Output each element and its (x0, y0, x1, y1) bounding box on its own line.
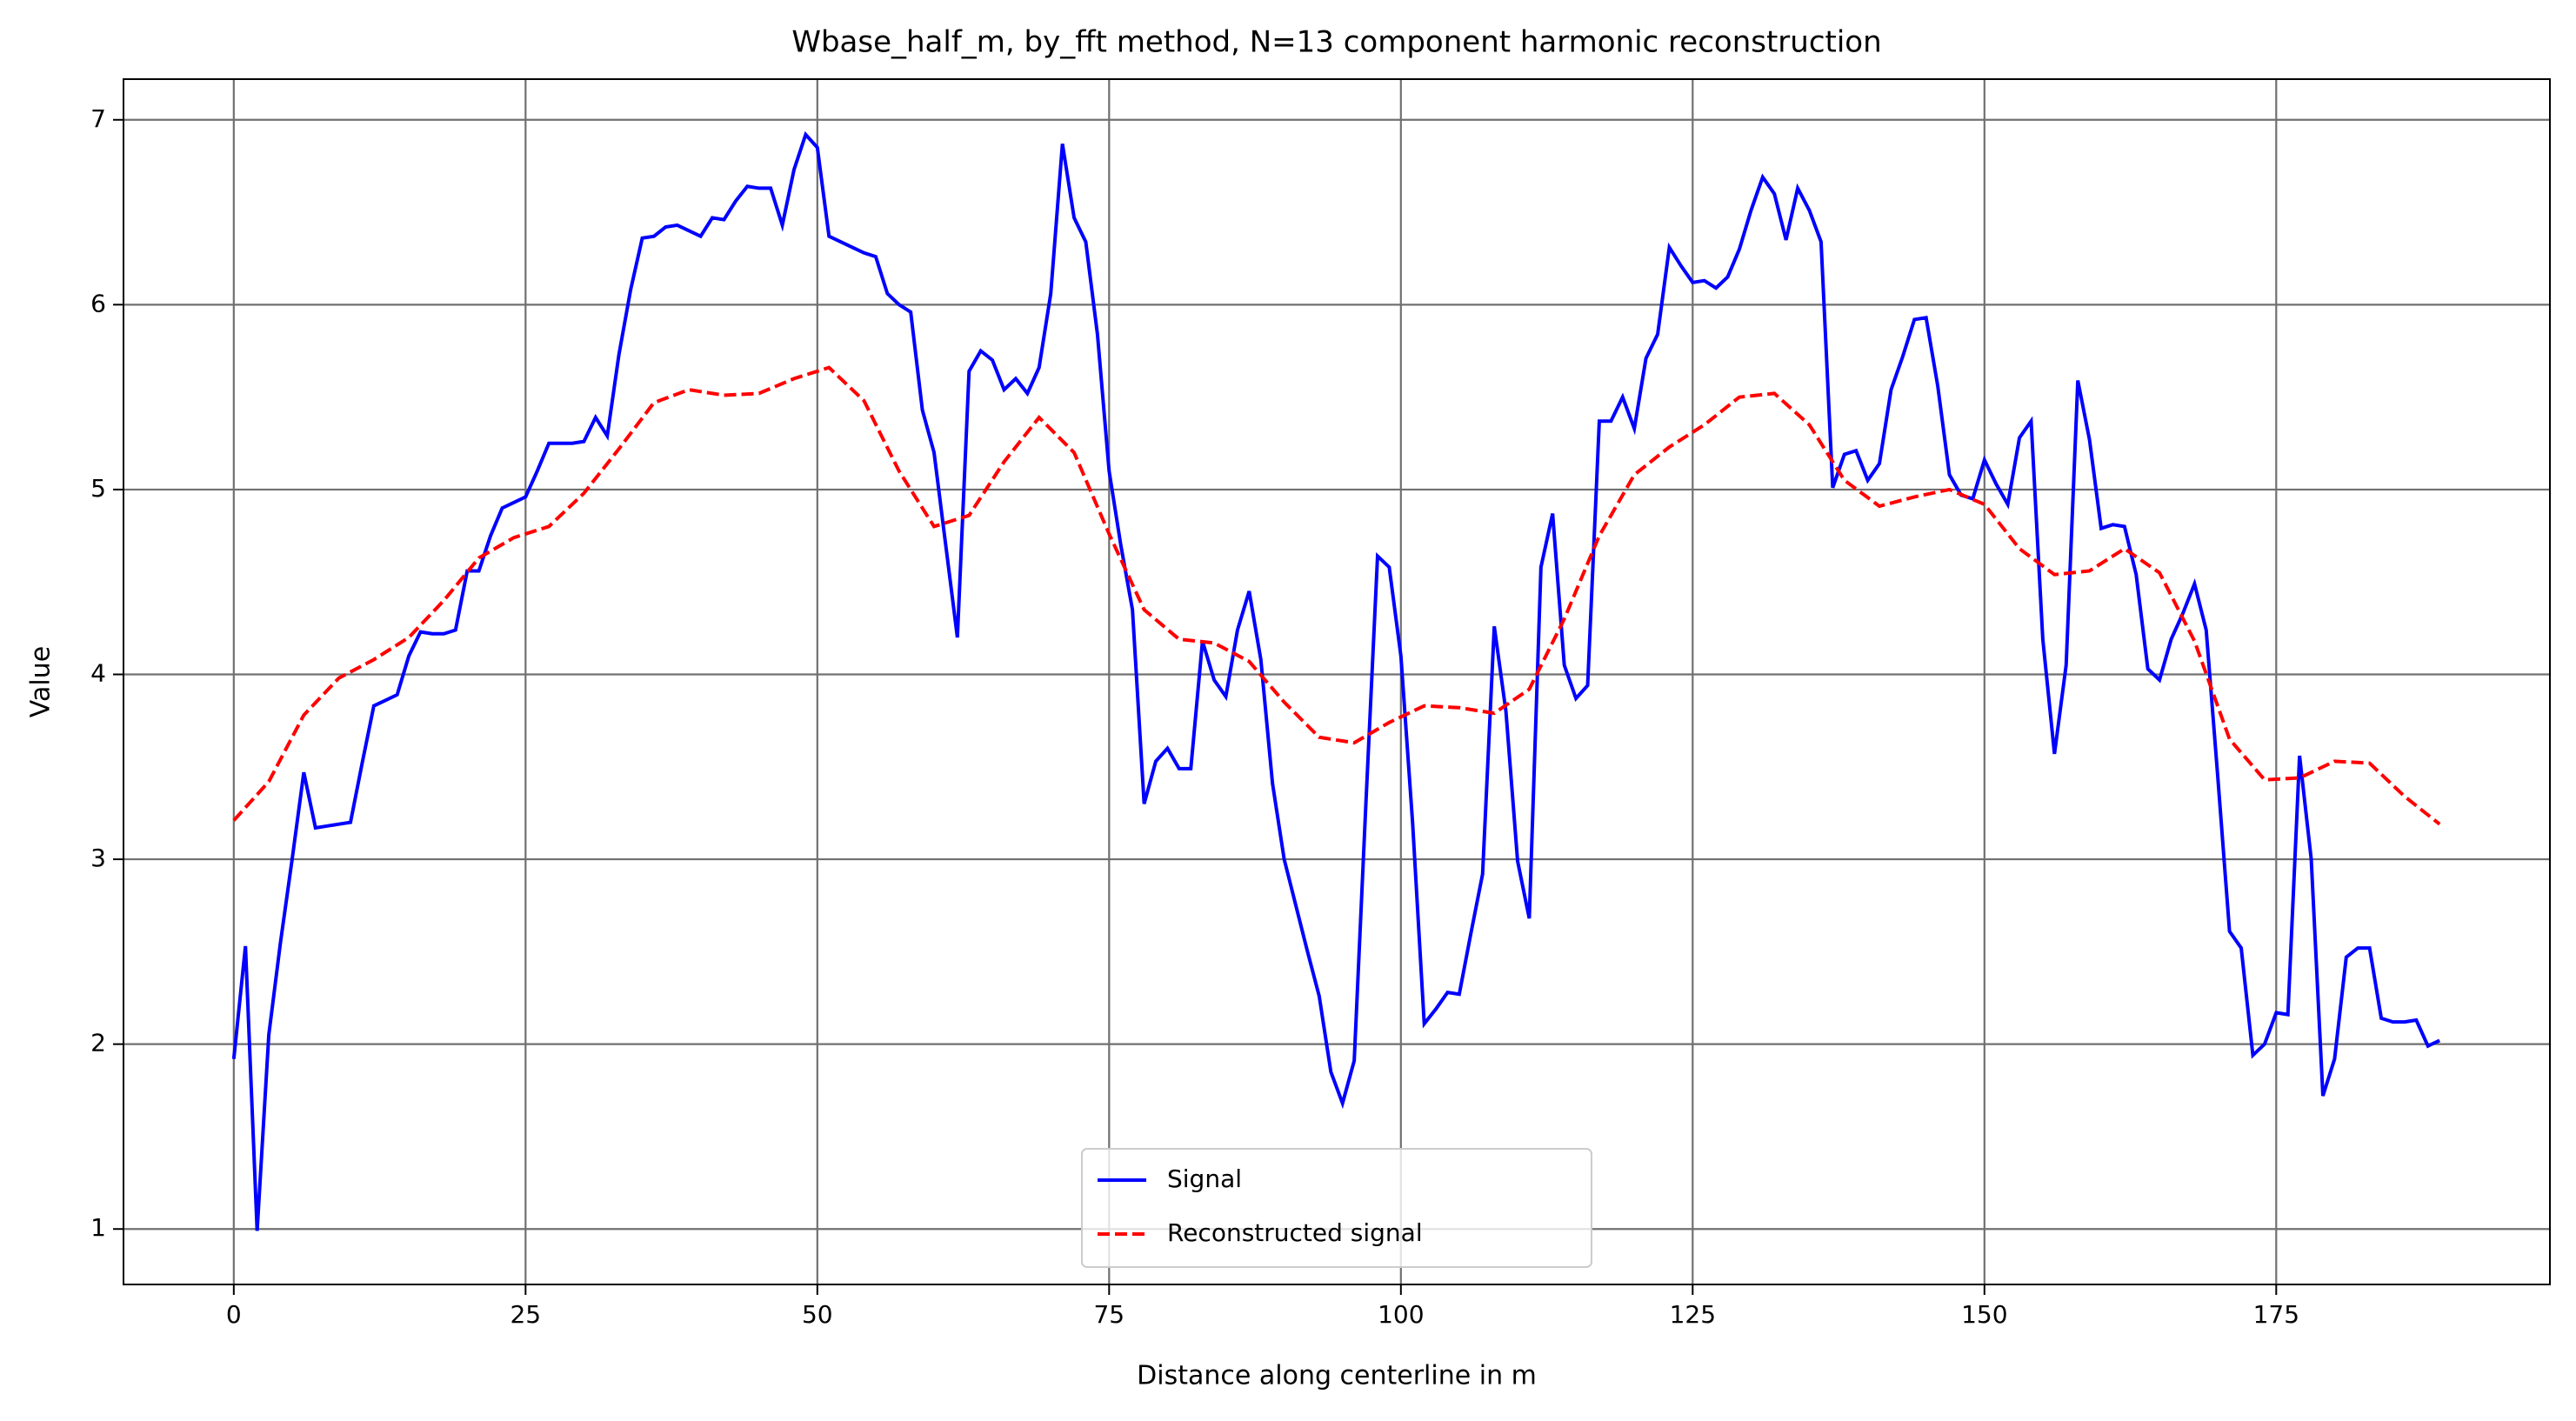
x-tick-label: 125 (1670, 1300, 1716, 1329)
y-tick-label: 6 (90, 289, 106, 317)
x-axis-label: Distance along centerline in m (1137, 1361, 1537, 1391)
y-tick-label: 4 (90, 658, 106, 687)
y-tick-label: 3 (90, 844, 106, 872)
x-tick-label: 25 (510, 1300, 541, 1329)
legend-label: Reconstructed signal (1167, 1218, 1423, 1247)
y-axis-label: Value (26, 646, 57, 717)
x-tick-label: 100 (1378, 1300, 1424, 1329)
plot-frame (123, 78, 2551, 1285)
x-tick-label: 0 (226, 1300, 242, 1329)
y-tick-label: 1 (90, 1213, 106, 1242)
chart-title: Wbase_half_m, by_fft method, N=13 compon… (791, 25, 1881, 60)
legend-label: Signal (1167, 1164, 1242, 1193)
x-tick-label: 50 (802, 1300, 833, 1329)
x-tick-label: 175 (2253, 1300, 2299, 1329)
series-line (231, 130, 2441, 1231)
y-tick-label: 2 (90, 1029, 106, 1057)
y-tick-label: 7 (90, 104, 106, 133)
x-tick-label: 75 (1093, 1300, 1124, 1329)
y-tick-label: 5 (90, 474, 106, 503)
series-line (232, 365, 2441, 826)
x-tick-label: 150 (1961, 1300, 2007, 1329)
legend-box (1081, 1148, 1592, 1268)
